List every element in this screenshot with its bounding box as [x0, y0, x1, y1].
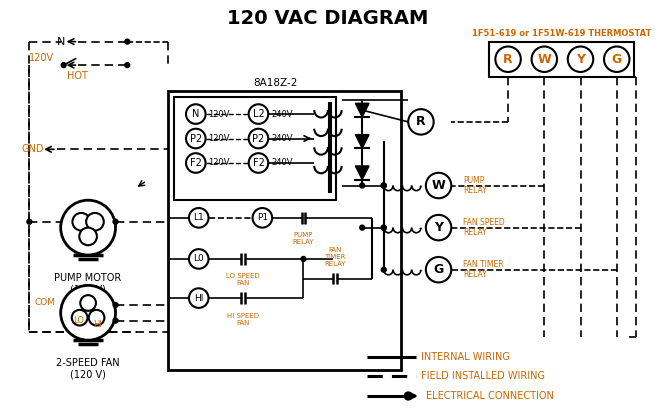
Text: INTERNAL WIRING: INTERNAL WIRING	[421, 352, 510, 362]
Circle shape	[249, 129, 268, 148]
Text: L1: L1	[194, 213, 204, 222]
Bar	[490, 41, 634, 77]
Text: P2: P2	[190, 134, 202, 144]
Text: N: N	[56, 36, 65, 47]
Text: 240V: 240V	[271, 134, 293, 143]
Text: F2: F2	[190, 158, 202, 168]
Text: 120 VAC DIAGRAM: 120 VAC DIAGRAM	[227, 9, 429, 28]
Text: Y: Y	[434, 221, 443, 234]
Text: PUMP
RELAY: PUMP RELAY	[463, 176, 487, 195]
Polygon shape	[355, 134, 369, 148]
Text: 240V: 240V	[271, 109, 293, 119]
Circle shape	[189, 249, 208, 269]
Circle shape	[495, 47, 521, 72]
Circle shape	[61, 285, 115, 340]
Circle shape	[531, 47, 557, 72]
Text: COM: COM	[34, 298, 55, 308]
Circle shape	[186, 104, 206, 124]
Circle shape	[360, 108, 364, 113]
Circle shape	[360, 225, 364, 230]
Text: ELECTRICAL CONNECTION: ELECTRICAL CONNECTION	[426, 391, 553, 401]
Circle shape	[125, 39, 130, 44]
Text: R: R	[503, 53, 513, 66]
Text: G: G	[433, 263, 444, 276]
Circle shape	[360, 183, 364, 188]
Text: G: G	[612, 53, 622, 66]
Text: FIELD INSTALLED WIRING: FIELD INSTALLED WIRING	[421, 371, 545, 381]
Circle shape	[113, 219, 118, 224]
Circle shape	[61, 200, 115, 255]
Text: F2: F2	[253, 158, 265, 168]
Text: 120V: 120V	[208, 109, 230, 119]
Circle shape	[113, 303, 118, 308]
Text: HOT: HOT	[66, 71, 88, 81]
Polygon shape	[355, 103, 369, 117]
Circle shape	[80, 295, 96, 311]
Circle shape	[79, 228, 97, 245]
Circle shape	[27, 219, 31, 224]
Text: W: W	[537, 53, 551, 66]
Text: 2-SPEED FAN
(120 V): 2-SPEED FAN (120 V)	[56, 358, 120, 380]
Text: LO SPEED
FAN: LO SPEED FAN	[226, 273, 260, 286]
Circle shape	[381, 183, 386, 188]
Text: HI: HI	[93, 320, 103, 329]
Circle shape	[426, 173, 452, 198]
Text: R: R	[416, 115, 425, 128]
Circle shape	[404, 392, 412, 400]
Text: 1F51-619 or 1F51W-619 THERMOSTAT: 1F51-619 or 1F51W-619 THERMOSTAT	[472, 29, 652, 38]
Circle shape	[186, 153, 206, 173]
Circle shape	[189, 208, 208, 228]
Circle shape	[381, 225, 386, 230]
Text: P1: P1	[257, 213, 268, 222]
Text: 8A18Z-2: 8A18Z-2	[253, 78, 297, 88]
Circle shape	[113, 318, 118, 323]
Text: Y: Y	[576, 53, 585, 66]
Polygon shape	[355, 166, 369, 180]
Circle shape	[253, 208, 272, 228]
Circle shape	[72, 310, 88, 326]
Circle shape	[426, 257, 452, 282]
Circle shape	[381, 225, 386, 230]
Text: FAN SPEED
RELAY: FAN SPEED RELAY	[463, 218, 505, 237]
Circle shape	[426, 215, 452, 241]
Circle shape	[125, 63, 130, 67]
Circle shape	[381, 183, 386, 188]
Text: 120V: 120V	[208, 158, 230, 168]
Text: L0: L0	[194, 254, 204, 264]
Text: HI SPEED
FAN: HI SPEED FAN	[226, 313, 259, 326]
Text: 120V: 120V	[29, 53, 54, 63]
Text: 240V: 240V	[271, 158, 293, 168]
Circle shape	[301, 256, 306, 261]
Text: GND: GND	[21, 144, 44, 154]
Circle shape	[86, 213, 104, 230]
Text: LO: LO	[73, 316, 84, 325]
Text: HI: HI	[194, 294, 204, 303]
Text: N: N	[192, 109, 200, 119]
Text: PUMP
RELAY: PUMP RELAY	[293, 232, 314, 245]
Circle shape	[604, 47, 630, 72]
Text: W: W	[431, 179, 446, 192]
Text: PUMP MOTOR
(120 V): PUMP MOTOR (120 V)	[54, 273, 122, 294]
Text: FAN
TIMER
RELAY: FAN TIMER RELAY	[324, 247, 346, 267]
Circle shape	[61, 63, 66, 67]
Circle shape	[249, 104, 268, 124]
Circle shape	[186, 129, 206, 148]
Text: P2: P2	[253, 134, 265, 144]
Text: FAN TIMER
RELAY: FAN TIMER RELAY	[463, 260, 504, 279]
Bar	[168, 91, 401, 370]
Text: L2: L2	[253, 109, 265, 119]
Circle shape	[249, 153, 268, 173]
Bar	[174, 97, 336, 200]
Circle shape	[72, 213, 90, 230]
Circle shape	[408, 109, 433, 134]
Text: 120V: 120V	[208, 134, 230, 143]
Circle shape	[381, 267, 386, 272]
Circle shape	[567, 47, 593, 72]
Circle shape	[88, 310, 105, 326]
Circle shape	[189, 288, 208, 308]
